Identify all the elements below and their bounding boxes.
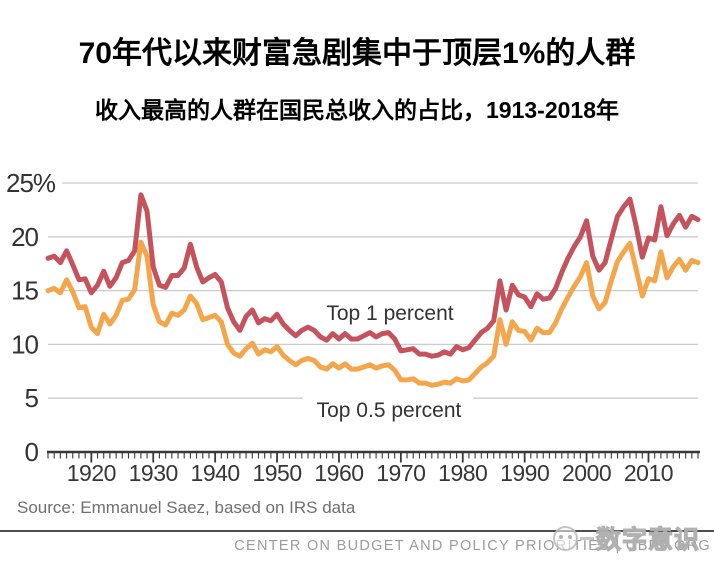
chart-title: 70年代以来财富急剧集中于顶层1%的人群 bbox=[78, 37, 636, 70]
x-axis-ticks bbox=[47, 453, 699, 463]
y-tick-label: 10 bbox=[11, 329, 38, 359]
panda-circle-logo-icon bbox=[552, 525, 578, 551]
x-tick-label: 2000 bbox=[562, 460, 611, 486]
chart-subtitle: 收入最高的人群在国民总收入的占比，1913-2018年 bbox=[95, 97, 619, 123]
y-tick-label: 15 bbox=[11, 276, 38, 306]
label-backdrop bbox=[303, 396, 473, 423]
y-axis-labels: 0 5 10 15 20 25% bbox=[6, 168, 57, 467]
line-top-0-5-percent bbox=[45, 239, 701, 388]
watermark: 数字意识 bbox=[552, 520, 700, 556]
line-top-1-percent bbox=[45, 192, 701, 359]
x-tick-label: 1990 bbox=[500, 460, 549, 486]
x-tick-label: 1950 bbox=[252, 460, 301, 486]
y-tick-label: 20 bbox=[11, 222, 38, 252]
y-tick-label: 0 bbox=[25, 437, 39, 467]
x-tick-label: 1980 bbox=[438, 460, 487, 486]
source-note: Source: Emmanuel Saez, based on IRS data bbox=[17, 498, 356, 517]
x-axis-labels: 1920 1930 1940 1950 1960 1970 1980 1990 2000 2010 bbox=[67, 460, 674, 486]
x-tick-label: 1920 bbox=[67, 460, 116, 486]
watermark-dash bbox=[579, 536, 594, 540]
x-tick-label: 2010 bbox=[624, 460, 673, 486]
footer-divider bbox=[0, 530, 714, 532]
x-tick-label: 1940 bbox=[191, 460, 240, 486]
series-label-top-0-5-percent: Top 0.5 percent bbox=[317, 399, 462, 422]
y-tick-label: 5 bbox=[25, 383, 39, 413]
y-tick-label: 25% bbox=[6, 168, 56, 198]
footer-org-text: CENTER ON BUDGET AND POLICY PRIORITIES |… bbox=[234, 538, 711, 554]
x-tick-label: 1970 bbox=[376, 460, 425, 486]
x-tick-label: 1930 bbox=[129, 460, 178, 486]
series-label-top-1-percent: Top 1 percent bbox=[326, 302, 453, 325]
x-tick-label: 1960 bbox=[314, 460, 363, 486]
watermark-text: 数字意识 bbox=[595, 525, 700, 554]
